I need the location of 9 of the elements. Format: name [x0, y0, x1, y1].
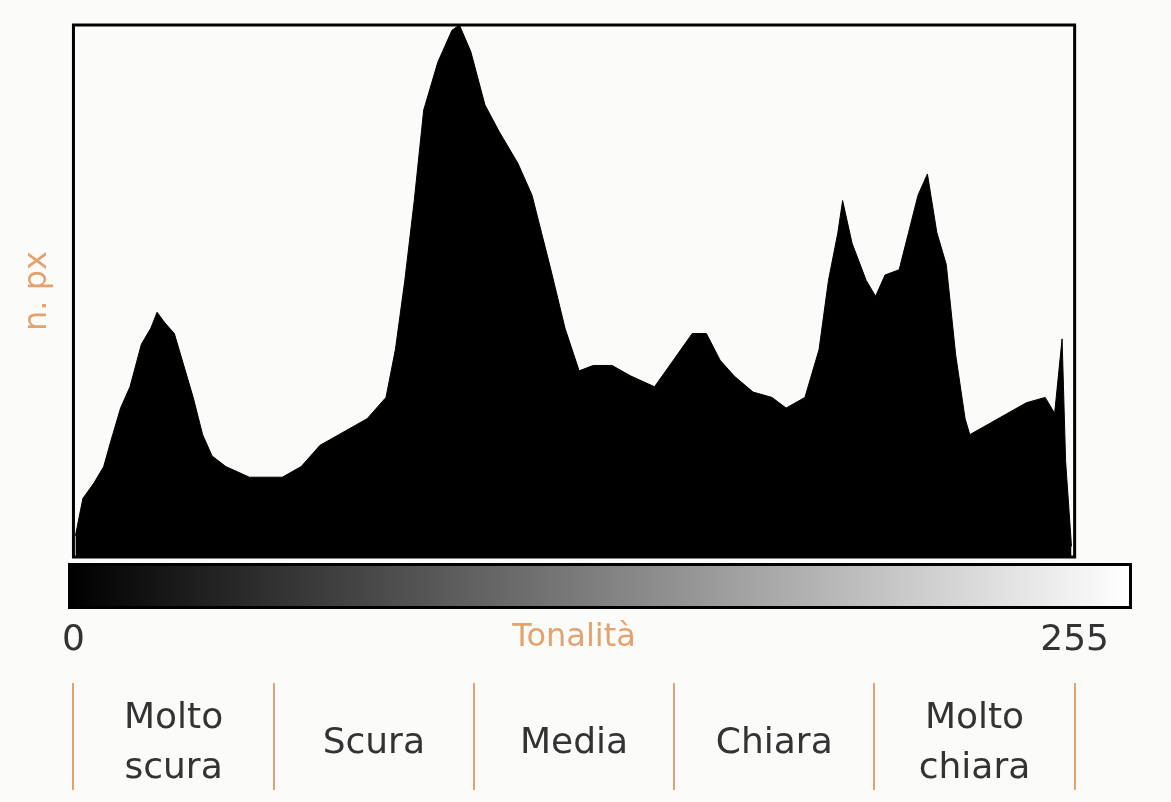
y-axis-title: n. px — [16, 251, 55, 331]
text: Molto chiara — [918, 695, 1031, 787]
text: Chiara — [715, 720, 833, 762]
text: Media — [519, 720, 629, 762]
x-tick-label: 0 — [62, 616, 85, 658]
text: Molto scura — [123, 695, 224, 787]
x-tick-label: 255 — [1040, 616, 1109, 658]
x-axis-title: Tonalità — [511, 616, 636, 655]
text: Scura — [322, 720, 425, 762]
